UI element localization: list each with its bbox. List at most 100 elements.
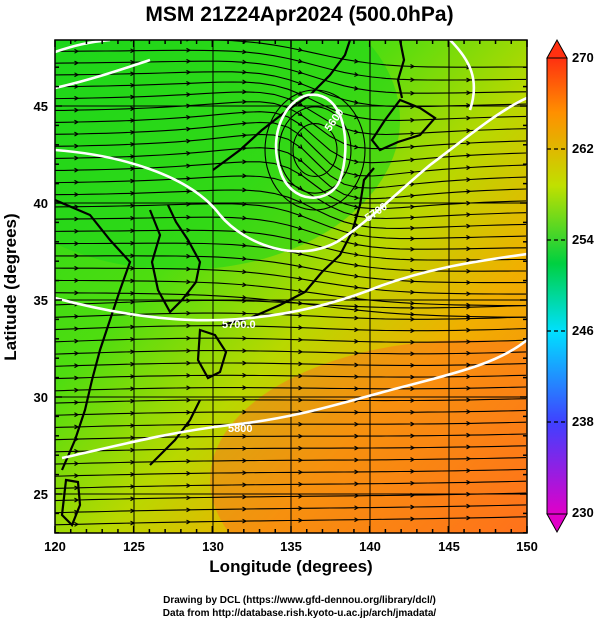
contour-label-5700-a: 5700.0	[222, 319, 256, 331]
streamline-arrow	[74, 167, 80, 173]
streamline-arrow	[186, 138, 192, 144]
colorbar: 270 262 254 246 238 230	[546, 38, 594, 534]
streamline-arrow	[410, 193, 416, 199]
streamline-arrow	[297, 121, 303, 127]
streamline	[55, 492, 527, 502]
streamline-arrow	[242, 494, 248, 500]
streamline-arrow	[186, 150, 192, 156]
streamline-arrow	[242, 109, 248, 115]
streamline-arrow	[354, 232, 360, 237]
streamline	[55, 147, 527, 200]
streamline-arrow	[298, 457, 304, 463]
streamline-arrow	[354, 409, 360, 415]
y-tick-label: 40	[34, 196, 48, 211]
streamline	[55, 91, 527, 136]
y-tick-labels: 25 30 35 40 45	[34, 99, 48, 502]
streamline	[55, 468, 527, 477]
streamline-arrow	[410, 289, 416, 295]
streamline-arrow	[354, 315, 360, 321]
streamline-arrow	[242, 282, 248, 288]
streamline-arrow	[130, 398, 136, 404]
streamline-arrow	[242, 99, 248, 105]
streamline	[55, 189, 527, 229]
streamline-arrow	[298, 421, 304, 427]
streamline-arrow	[74, 363, 80, 369]
streamline-arrow	[74, 497, 80, 503]
streamline-arrow	[466, 468, 472, 473]
streamline-arrow	[242, 187, 248, 193]
streamline-arrow	[74, 424, 80, 430]
credit-line-2: Data from http://database.rish.kyoto-u.a…	[162, 608, 437, 619]
streamline-arrow	[186, 81, 192, 86]
streamline-arrow	[130, 349, 136, 355]
streamline-arrow	[354, 386, 360, 391]
streamline-arrow	[186, 458, 192, 464]
streamline-arrow	[298, 469, 304, 475]
streamline-arrow	[354, 433, 360, 439]
streamline-arrow	[410, 77, 416, 83]
streamline	[55, 445, 527, 453]
streamline-arrow	[74, 228, 80, 234]
streamline-arrow	[74, 400, 80, 405]
streamline-arrow	[74, 253, 80, 259]
streamline-arrow	[186, 92, 192, 97]
streamline-arrow	[354, 159, 360, 165]
streamline-arrow	[410, 131, 416, 137]
streamline	[55, 480, 527, 489]
sakhalin-coastline	[396, 40, 406, 99]
streamline-arrow	[466, 304, 472, 310]
streamline-arrow	[354, 304, 360, 309]
streamline	[55, 267, 526, 295]
streamline-arrow	[130, 447, 136, 453]
streamline-arrow	[466, 432, 472, 438]
streamline-arrow	[410, 257, 416, 263]
streamline-arrow	[466, 515, 472, 521]
y-tick-label: 30	[34, 390, 48, 405]
streamline-arrow	[298, 493, 304, 499]
streamline-arrow	[410, 504, 416, 510]
streamline-arrow	[466, 280, 472, 285]
streamline-arrow	[410, 225, 416, 231]
streamline-arrow	[74, 290, 80, 296]
axis-ticks	[54, 40, 528, 534]
streamline-arrow	[186, 189, 192, 194]
streamline-arrow	[410, 339, 416, 345]
streamline-arrow	[298, 263, 304, 269]
streamline	[55, 121, 527, 177]
streamline	[55, 203, 527, 240]
streamline-arrow	[410, 398, 416, 403]
streamline-arrow	[74, 107, 80, 113]
streamline-arrow	[297, 238, 304, 244]
streamline-arrow	[466, 257, 472, 263]
streamline-arrow	[354, 445, 360, 451]
y-tick-label: 45	[34, 99, 48, 114]
streamline-arrow	[354, 195, 360, 201]
streamline-arrow	[354, 144, 360, 150]
streamline-arrow	[410, 516, 416, 522]
streamline-arrow	[186, 279, 192, 285]
streamline-arrow	[466, 212, 472, 218]
streamline-arrow	[186, 69, 192, 75]
streamline-arrow	[242, 482, 248, 488]
streamline-arrow	[242, 256, 248, 262]
streamline-arrow	[410, 215, 416, 221]
streamline-arrow	[186, 360, 192, 366]
streamline-arrow	[130, 94, 136, 100]
streamline-arrow	[466, 268, 472, 274]
streamline-arrow	[466, 200, 472, 206]
colorbar-tick-label: 246	[572, 323, 594, 338]
streamline-arrow	[186, 434, 192, 440]
streamline-arrow	[354, 327, 360, 333]
streamline-arrow	[466, 140, 472, 146]
streamline-arrow	[410, 181, 416, 187]
streamline-arrow	[298, 518, 304, 523]
x-tick-label: 140	[359, 539, 381, 554]
colorbar-tick-label: 254	[572, 232, 594, 247]
streamline-arrow	[130, 154, 136, 159]
kyushu-coastline	[196, 328, 228, 380]
x-tick-label: 130	[202, 539, 224, 554]
streamline-arrow	[74, 241, 80, 246]
streamline-arrow	[354, 517, 360, 523]
streamline	[55, 60, 527, 94]
